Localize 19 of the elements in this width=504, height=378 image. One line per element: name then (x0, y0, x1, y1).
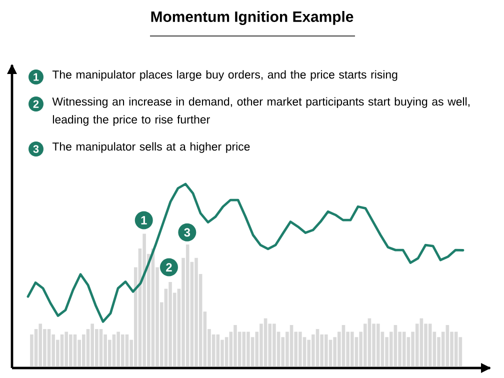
bar (428, 324, 432, 368)
text: 1 (34, 73, 39, 81)
annotation: 3 (184, 228, 190, 237)
text: 3 (33, 145, 39, 153)
text: The manipulator sells at a higher price (52, 142, 250, 153)
bar (38, 324, 42, 368)
bar (186, 244, 190, 368)
annotation: 1 (141, 216, 147, 224)
chart-title: Momentum Ignition Example (151, 11, 354, 26)
bar (120, 334, 124, 368)
bar (234, 325, 237, 368)
text: 2 (33, 100, 39, 108)
bar (194, 258, 198, 368)
bar (402, 332, 406, 368)
text: The manipulator places large buy orders, and the price starts rising (52, 70, 398, 81)
annotation: 2 (166, 263, 172, 272)
bar (376, 324, 380, 368)
text: Witnessing an increase in demand, other market participants start buying as well, leading the price to rise further (52, 97, 470, 126)
bar (242, 332, 246, 368)
